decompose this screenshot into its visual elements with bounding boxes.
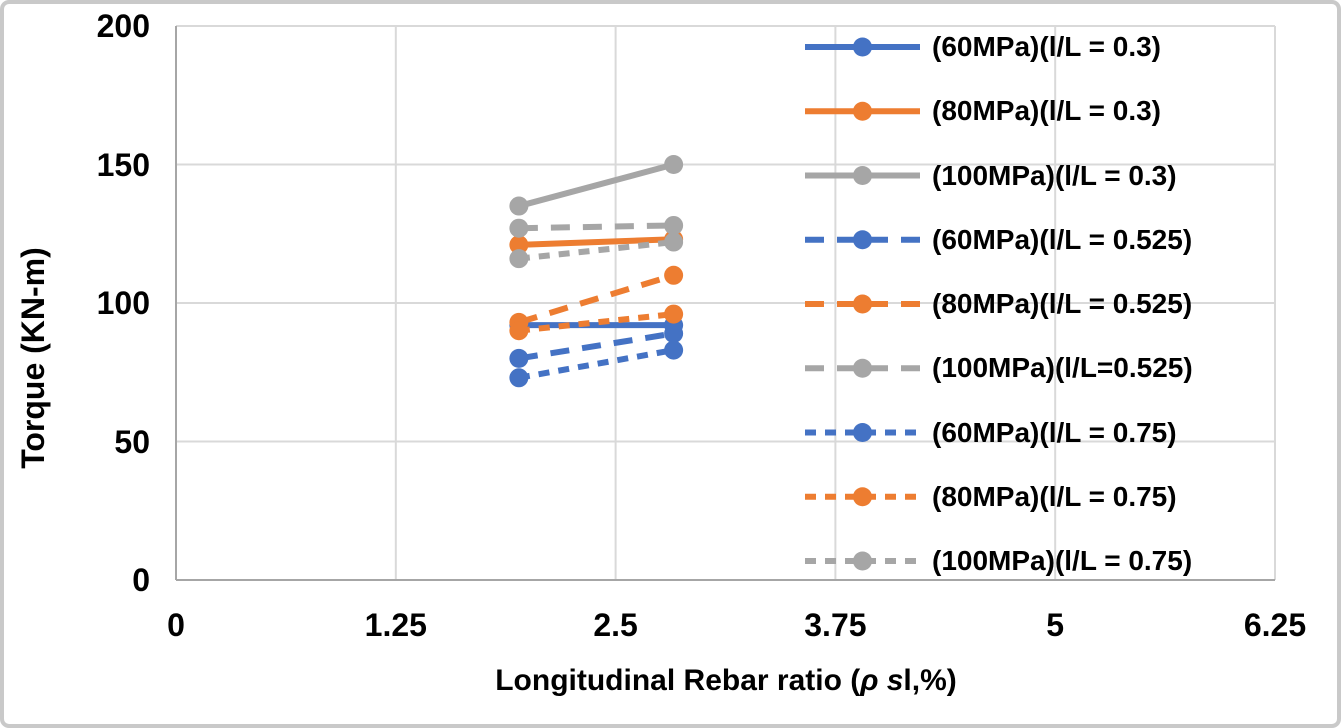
series-marker-5 — [509, 218, 529, 238]
series-marker-6 — [509, 368, 529, 388]
x-tick-label: 3.75 — [804, 607, 867, 643]
series-marker-4 — [664, 265, 684, 285]
series-line-7 — [518, 311, 674, 334]
x-tick-label: 2.5 — [593, 607, 638, 643]
legend-label: (100MPa)(l/L = 0.3) — [932, 159, 1177, 191]
legend-label: (60MPa)(l/L = 0.3) — [932, 31, 1162, 62]
y-tick-label: 200 — [96, 8, 150, 44]
legend-sample-marker — [853, 423, 872, 442]
legend-sample-marker — [853, 230, 872, 250]
series-marker-3 — [509, 348, 529, 368]
series-marker-2 — [509, 196, 529, 216]
x-tick-label: 6.25 — [1243, 607, 1307, 643]
series-line-6 — [518, 347, 675, 381]
y-tick-label: 0 — [132, 562, 150, 598]
series-marker-3 — [664, 323, 684, 343]
legend-sample-marker — [853, 551, 872, 571]
legend-sample-marker — [853, 294, 872, 314]
x-axis-title-suffix: l,%) — [903, 664, 957, 697]
y-tick-label: 100 — [96, 285, 150, 321]
x-tick-label: 0 — [167, 607, 185, 643]
series-marker-6 — [664, 340, 684, 360]
y-axis-title: Torque (KN-m) — [11, 148, 55, 568]
series-line-5 — [518, 222, 674, 232]
y-tick-label: 150 — [96, 146, 150, 183]
series-marker-7 — [664, 304, 684, 324]
legend-label: (60MPa)(l/L = 0.525) — [932, 223, 1193, 255]
series-line-3 — [518, 330, 675, 362]
series-marker-5 — [664, 215, 684, 235]
series-marker-8 — [509, 249, 529, 269]
x-tick-label: 5 — [1046, 607, 1065, 643]
x-axis-title: Longitudinal Rebar ratio (ρ sl,%) — [376, 664, 1076, 698]
legend-label: (100MPa)(l/L=0.525) — [932, 352, 1193, 384]
series-line-2 — [518, 161, 675, 209]
series-marker-7 — [509, 321, 529, 341]
legend-sample-marker — [853, 487, 872, 507]
legend-sample-marker — [853, 166, 872, 185]
series-line-8 — [518, 239, 674, 262]
legend-sample-marker — [853, 37, 872, 57]
legend-label: (80MPa)(l/L = 0.3) — [932, 95, 1162, 127]
series-marker-1 — [509, 235, 529, 255]
legend-label: (100MPa)(l/L = 0.75) — [932, 545, 1193, 576]
x-axis-title-text: Longitudinal Rebar ratio ( — [495, 664, 861, 697]
series-line-1 — [518, 236, 674, 248]
legend-sample-marker — [853, 101, 872, 121]
series-marker-8 — [664, 232, 684, 252]
series-line-4 — [518, 272, 675, 326]
x-axis-title-italic: ρ s — [860, 664, 904, 697]
series-marker-2 — [664, 155, 684, 174]
y-tick-label: 50 — [114, 423, 150, 460]
legend-label: (80MPa)(l/L = 0.75) — [932, 480, 1177, 512]
legend-sample-marker — [853, 358, 872, 378]
legend-label: (60MPa)(l/L = 0.75) — [932, 416, 1177, 448]
x-tick-label: 1.25 — [364, 607, 427, 643]
legend-label: (80MPa)(l/L = 0.525) — [932, 288, 1193, 319]
